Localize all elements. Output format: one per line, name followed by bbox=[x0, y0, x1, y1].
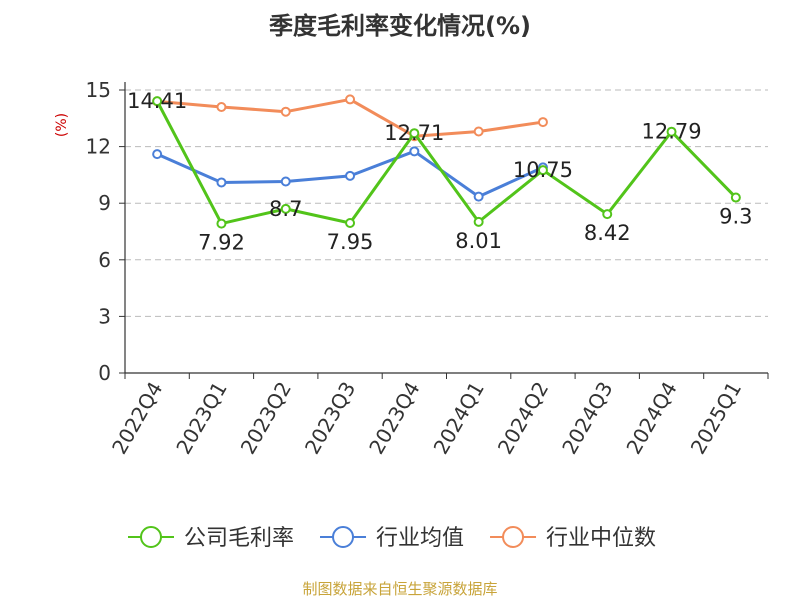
data-point bbox=[345, 170, 356, 181]
data-point bbox=[473, 216, 484, 227]
y-tick-label: 0 bbox=[98, 361, 111, 385]
data-point bbox=[537, 165, 548, 176]
y-tick-label: 3 bbox=[98, 304, 111, 328]
data-point bbox=[602, 209, 613, 220]
series-2 bbox=[152, 94, 548, 142]
legend-label: 行业均值 bbox=[376, 526, 464, 551]
y-tick-label: 12 bbox=[86, 135, 111, 159]
data-label: 12.71 bbox=[384, 121, 444, 145]
series-0 bbox=[152, 96, 741, 229]
x-tick-label: 2024Q3 bbox=[557, 378, 617, 459]
x-tick-label: 2023Q2 bbox=[236, 378, 296, 459]
x-tick-label: 2023Q4 bbox=[364, 378, 424, 459]
chart-title: 季度毛利率变化情况(%) bbox=[269, 12, 531, 40]
data-point bbox=[280, 203, 291, 214]
data-point bbox=[409, 128, 420, 139]
data-point bbox=[216, 177, 227, 188]
x-tick-label: 2022Q4 bbox=[107, 378, 167, 459]
data-point bbox=[216, 218, 227, 229]
data-point bbox=[730, 192, 741, 203]
x-tick-label: 2023Q3 bbox=[300, 378, 360, 459]
y-tick-label: 15 bbox=[86, 78, 111, 102]
data-point bbox=[216, 101, 227, 112]
data-label: 8.42 bbox=[584, 221, 631, 245]
legend: 公司毛利率 行业均值 行业中位数 bbox=[128, 526, 656, 551]
series-layer: 14.41 7.92 8.7 7.95 12.71 8.01 10.75 8.42 12.79 9… bbox=[127, 89, 752, 254]
series-1 bbox=[152, 146, 548, 202]
data-point bbox=[280, 106, 291, 117]
data-point bbox=[473, 126, 484, 137]
data-point bbox=[345, 94, 356, 105]
data-label: 14.41 bbox=[127, 89, 187, 113]
data-label: 8.01 bbox=[455, 229, 502, 253]
x-tick-label: 2024Q2 bbox=[493, 378, 553, 459]
data-point bbox=[537, 117, 548, 128]
x-tick-label: 2025Q1 bbox=[686, 378, 746, 459]
data-point bbox=[409, 146, 420, 157]
legend-label: 公司毛利率 bbox=[184, 526, 294, 551]
legend-item-2: 行业中位数 bbox=[490, 526, 656, 551]
series-line bbox=[157, 97, 544, 138]
legend-marker bbox=[332, 526, 355, 548]
y-tick-label: 9 bbox=[98, 191, 111, 215]
legend-item-0: 公司毛利率 bbox=[128, 526, 294, 551]
data-label: 7.95 bbox=[327, 230, 374, 254]
legend-item-1: 行业均值 bbox=[320, 526, 464, 551]
data-label: 12.79 bbox=[641, 120, 701, 144]
legend-label: 行业中位数 bbox=[546, 526, 656, 551]
data-point bbox=[666, 126, 677, 137]
y-axis-label: (%) bbox=[54, 113, 70, 137]
x-tick-label: 2023Q1 bbox=[171, 378, 231, 459]
x-tick-label: 2024Q4 bbox=[621, 378, 681, 459]
data-point bbox=[152, 149, 163, 160]
data-label: 7.92 bbox=[198, 231, 245, 255]
source-note: 制图数据来自恒生聚源数据库 bbox=[302, 580, 498, 598]
data-point bbox=[473, 191, 484, 202]
data-label: 8.7 bbox=[269, 197, 302, 221]
data-point bbox=[345, 218, 356, 229]
legend-marker bbox=[140, 526, 162, 548]
data-label: 10.75 bbox=[513, 158, 573, 182]
data-label: 9.3 bbox=[719, 205, 752, 229]
data-point bbox=[280, 176, 291, 187]
series-line bbox=[155, 100, 737, 226]
x-tick-label: 2024Q1 bbox=[429, 378, 489, 459]
legend-marker bbox=[502, 526, 525, 548]
y-tick-label: 6 bbox=[98, 248, 111, 272]
data-point bbox=[152, 96, 163, 107]
